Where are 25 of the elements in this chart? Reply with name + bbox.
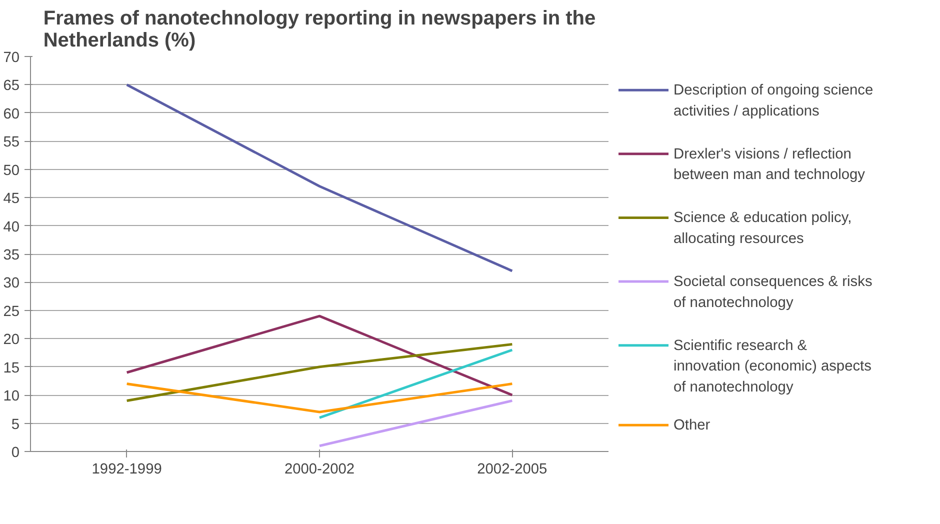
x-tick-label: 2000-2002 — [284, 462, 355, 478]
y-tick-label: 45 — [3, 191, 20, 208]
x-tick-label: 1992-1999 — [92, 462, 162, 478]
chart-title: Frames of nanotechnology reporting in newspapers in the Netherlands (%) — [43, 8, 596, 52]
y-tick-label: 0 — [11, 445, 20, 461]
legend-label: Description of ongoing science activities / applications — [674, 82, 874, 120]
legend-label: Other — [674, 418, 710, 434]
y-tick-label: 20 — [3, 332, 20, 348]
legend-label: Societal consequences & risks of nanotechnology — [674, 274, 872, 311]
y-tick-label: 5 — [11, 416, 20, 433]
y-tick-label: 70 — [3, 50, 20, 66]
y-tick-label: 65 — [3, 78, 20, 94]
y-tick-label: 60 — [3, 106, 20, 122]
y-tick-label: 30 — [3, 276, 20, 292]
y-tick-label: 40 — [3, 219, 20, 236]
legend-label: Science & education policy, allocating resources — [674, 210, 852, 247]
x-tick-label: 2002-2005 — [477, 462, 548, 478]
y-tick-label: 35 — [3, 248, 20, 264]
legend-label: Scientific research & innovation (economic) aspects of nanotechnology — [674, 338, 872, 396]
y-tick-label: 10 — [3, 388, 20, 405]
y-tick-label: 25 — [3, 304, 20, 320]
legend-label: Drexler's visions / reflection between man and technology — [674, 146, 866, 184]
y-tick-label: 50 — [3, 162, 20, 179]
y-tick-label: 15 — [3, 360, 20, 376]
y-tick-label: 55 — [3, 134, 20, 151]
